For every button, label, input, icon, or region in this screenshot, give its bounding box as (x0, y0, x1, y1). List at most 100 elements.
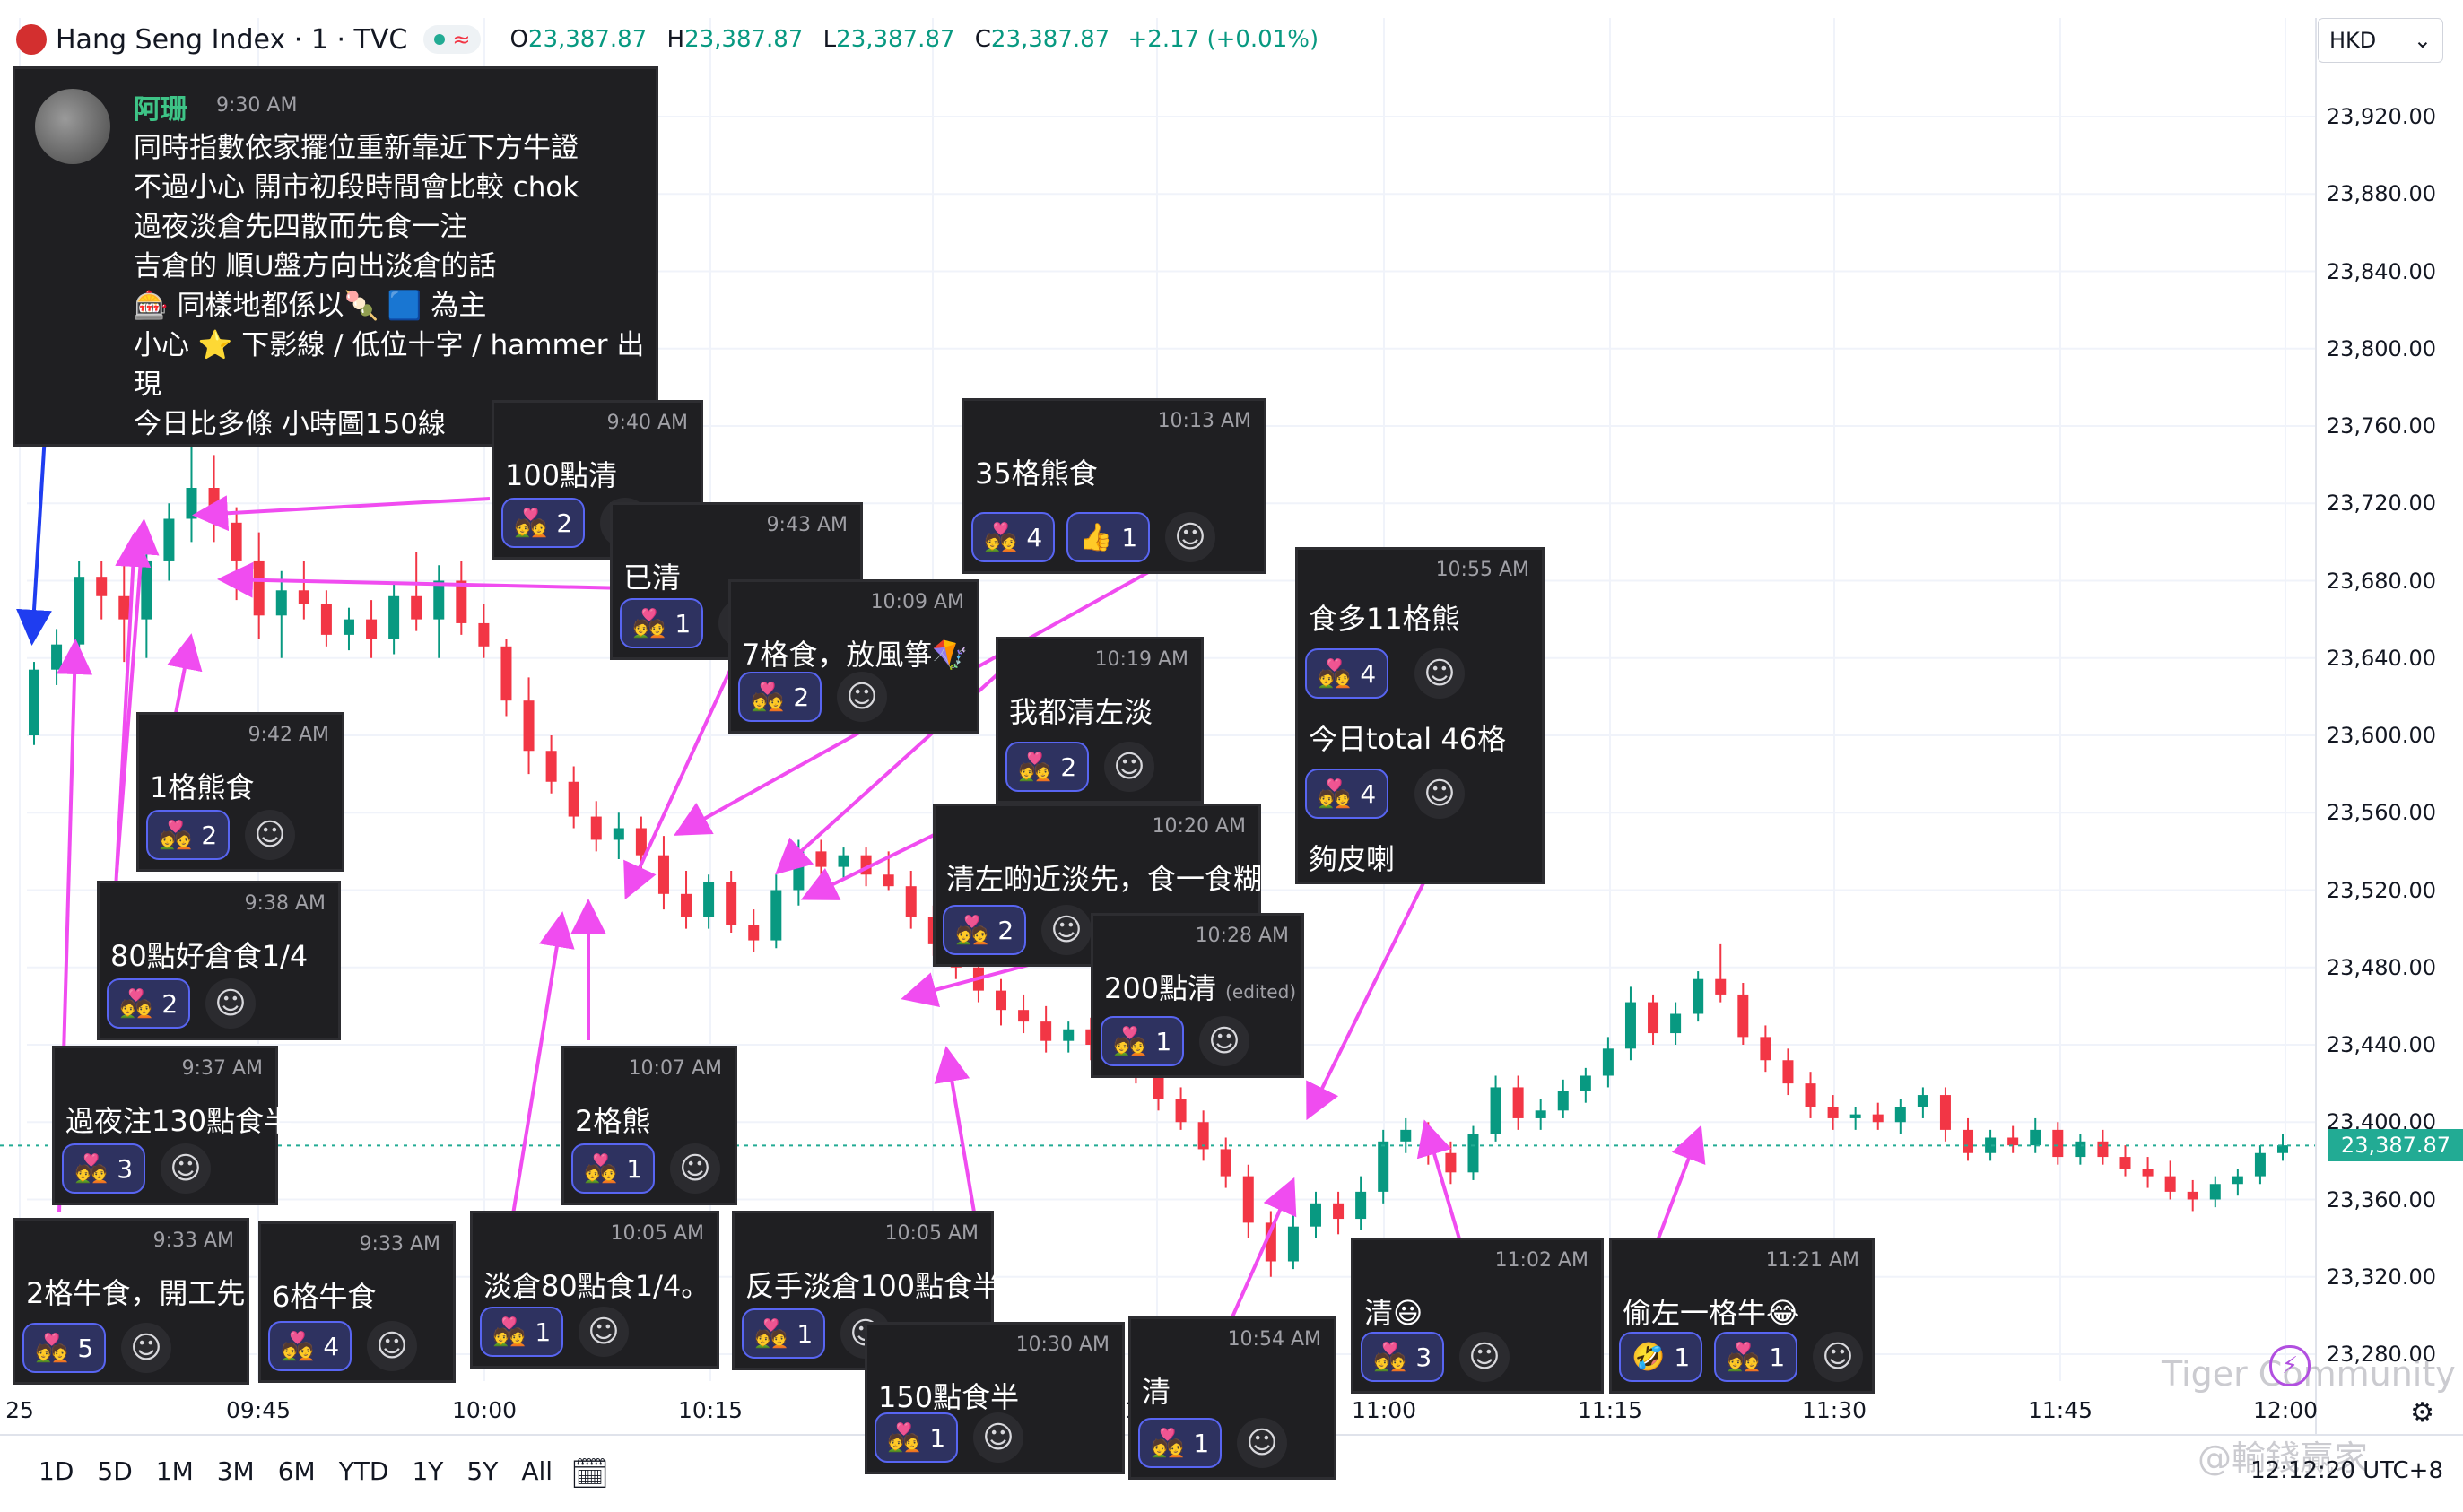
message-time: 9:30 AM (216, 94, 298, 117)
reaction-button[interactable]: 💑 2 (146, 810, 231, 860)
flash-icon[interactable]: ⚡ (2269, 1345, 2311, 1386)
symbol-title[interactable]: Hang Seng Index · 1 · TVC (56, 23, 408, 56)
message-time: 10:55 AM (1435, 559, 1529, 581)
timeframe-1y[interactable]: 1Y (412, 1456, 444, 1486)
reaction-button[interactable]: 💑 1 (571, 1143, 656, 1194)
add-reaction-icon[interactable]: ☺ (161, 1143, 211, 1194)
timeframe-5d[interactable]: 5D (97, 1456, 133, 1486)
message-line: 同時指數依家擺位重新靠近下方牛證 (134, 132, 579, 164)
chat-message[interactable]: 10:54 AM 清 💑 1 ☺ (1128, 1316, 1336, 1480)
x-tick-label: 25 (5, 1397, 34, 1423)
message-time: 11:21 AM (1765, 1249, 1859, 1272)
chat-message[interactable]: 10:55 AM 食多11格熊 今日total 46格 夠皮喇 💑 4 ☺ 💑 4 ☺ (1295, 547, 1545, 884)
add-reaction-icon[interactable]: ☺ (1813, 1332, 1863, 1382)
chat-message[interactable]: 10:05 AM 淡倉80點食1/4。 💑 1 ☺ (470, 1211, 719, 1369)
candle (456, 560, 467, 635)
chat-message[interactable]: 9:37 AM 過夜注130點食半 💑 3 ☺ (52, 1046, 292, 1205)
candle (1467, 1125, 1479, 1180)
timeframe-1m[interactable]: 1M (155, 1456, 194, 1486)
message-line: 小心 ⭐ 下影線 / 低位十字 / hammer 出 (134, 329, 645, 361)
message-line: 100點清 (505, 458, 618, 492)
candle (231, 507, 242, 601)
candle-body (141, 560, 152, 620)
reaction-button[interactable]: 💑 1 (1714, 1332, 1798, 1382)
add-reaction-icon[interactable]: ☺ (1414, 648, 1465, 699)
add-reaction-icon[interactable]: ☺ (1199, 1016, 1249, 1066)
reaction-button[interactable]: 💑 2 (943, 905, 1027, 955)
author-name[interactable]: 阿珊 (134, 94, 187, 126)
timeframe-all[interactable]: All (521, 1456, 553, 1486)
chat-message[interactable]: 11:21 AM 偷左一格牛😂 🤣 1 💑 1 ☺ (1609, 1238, 1875, 1394)
reaction-button[interactable]: 💑 3 (62, 1143, 146, 1194)
date-range-icon[interactable]: 🗓 (570, 1456, 610, 1492)
candle-body (838, 855, 849, 867)
add-reaction-icon[interactable]: ☺ (205, 978, 256, 1029)
y-tick-label: 23,480.00 (2326, 954, 2436, 980)
chat-message[interactable]: 9:33 AM 2格牛食，開工先 💑 5 ☺ (13, 1218, 249, 1385)
timeframe-ytd[interactable]: YTD (338, 1456, 389, 1486)
reaction-button[interactable]: 🤣 1 (1619, 1332, 1703, 1382)
add-reaction-icon[interactable]: ☺ (1165, 512, 1215, 562)
add-reaction-icon[interactable]: ☺ (1459, 1332, 1510, 1382)
message-time: 9:43 AM (766, 514, 848, 536)
add-reaction-icon[interactable]: ☺ (1104, 742, 1154, 792)
reaction-button[interactable]: 💑 4 (1305, 648, 1389, 699)
reaction-button[interactable]: 💑 1 (875, 1412, 959, 1463)
settings-icon[interactable]: ⚙ (2410, 1397, 2434, 1429)
chat-message[interactable]: 10:28 AM 200點清 (edited) 💑 1 ☺ (1091, 913, 1304, 1078)
message-line: 6格牛食 (272, 1280, 377, 1314)
reaction-button[interactable]: 💑 1 (480, 1307, 564, 1357)
candle-body (1287, 1226, 1299, 1262)
chat-message[interactable]: 9:38 AM 80點好倉食1/4 💑 2 ☺ (97, 881, 341, 1040)
candle (1805, 1072, 1816, 1118)
reaction-button[interactable]: 💑 4 (268, 1321, 352, 1371)
reaction-button[interactable]: 💑 2 (738, 672, 822, 722)
reaction-button[interactable]: 💑 1 (1138, 1418, 1223, 1468)
reaction-button[interactable]: 💑 3 (1361, 1332, 1445, 1382)
reaction-button[interactable]: 💑 1 (742, 1308, 826, 1359)
add-reaction-icon[interactable]: ☺ (670, 1143, 720, 1194)
timeframe-3m[interactable]: 3M (216, 1456, 255, 1486)
reaction-emoji: 💑 (1318, 778, 1352, 810)
reaction-button[interactable]: 💑 1 (620, 598, 704, 648)
chat-message[interactable]: 9:33 AM 6格牛食 💑 4 ☺ (258, 1221, 456, 1383)
chat-message[interactable]: 11:02 AM 清😃 💑 3 ☺ (1351, 1238, 1604, 1394)
candle-body (1220, 1149, 1232, 1177)
reaction-emoji: 💑 (281, 1330, 315, 1362)
reaction-button[interactable]: 💑 2 (107, 978, 191, 1029)
add-reaction-icon[interactable]: ☺ (121, 1323, 171, 1373)
chat-message[interactable]: 10:13 AM 35格熊食 💑 4 👍 1 ☺ (962, 398, 1266, 574)
candle-body (1467, 1134, 1479, 1173)
reaction-button[interactable]: 💑 1 (1101, 1016, 1185, 1066)
reaction-button[interactable]: 👍 1 (1066, 512, 1151, 562)
add-reaction-icon[interactable]: ☺ (579, 1307, 629, 1357)
timeframe-5y[interactable]: 5Y (466, 1456, 499, 1486)
chat-message[interactable]: 9:42 AM 1格熊食 💑 2 ☺ (136, 712, 344, 872)
chat-message[interactable]: 10:09 AM 7格食，放風箏🪁 💑 2 ☺ (728, 579, 979, 734)
reaction-button[interactable]: 💑 2 (1005, 742, 1090, 792)
chat-message[interactable]: 10:07 AM 2格熊 💑 1 ☺ (561, 1046, 737, 1205)
add-reaction-icon[interactable]: ☺ (837, 672, 887, 722)
chat-message[interactable]: 阿珊 9:30 AM 同時指數依家擺位重新靠近下方牛證 不過小心 開市初段時間會比較 … (13, 66, 658, 447)
candle-body (298, 590, 309, 604)
add-reaction-icon[interactable]: ☺ (245, 810, 295, 860)
chat-message[interactable]: 10:30 AM 150點食半 💑 1 ☺ (865, 1322, 1125, 1474)
reaction-button[interactable]: 💑 2 (501, 498, 586, 548)
timeframe-1d[interactable]: 1D (39, 1456, 74, 1486)
currency-select[interactable]: HKD ⌄ (2318, 18, 2443, 63)
reaction-count: 1 (674, 608, 692, 639)
candle-body (681, 893, 692, 917)
add-reaction-icon[interactable]: ☺ (973, 1412, 1023, 1463)
reaction-button[interactable]: 💑 4 (1305, 769, 1389, 819)
add-reaction-icon[interactable]: ☺ (1041, 905, 1092, 955)
chat-message[interactable]: 10:19 AM 我都清左淡 💑 2 ☺ (996, 637, 1204, 804)
add-reaction-icon[interactable]: ☺ (367, 1321, 417, 1371)
add-reaction-icon[interactable]: ☺ (1414, 769, 1465, 819)
avatar[interactable] (35, 89, 110, 164)
add-reaction-icon[interactable]: ☺ (1237, 1418, 1287, 1468)
timeframe-6m[interactable]: 6M (277, 1456, 316, 1486)
candle-body (2209, 1184, 2221, 1200)
reaction-button[interactable]: 💑 5 (22, 1323, 107, 1373)
reaction-button[interactable]: 💑 4 (971, 512, 1056, 562)
message-line: 不過小心 開市初段時間會比較 chok (134, 171, 579, 204)
